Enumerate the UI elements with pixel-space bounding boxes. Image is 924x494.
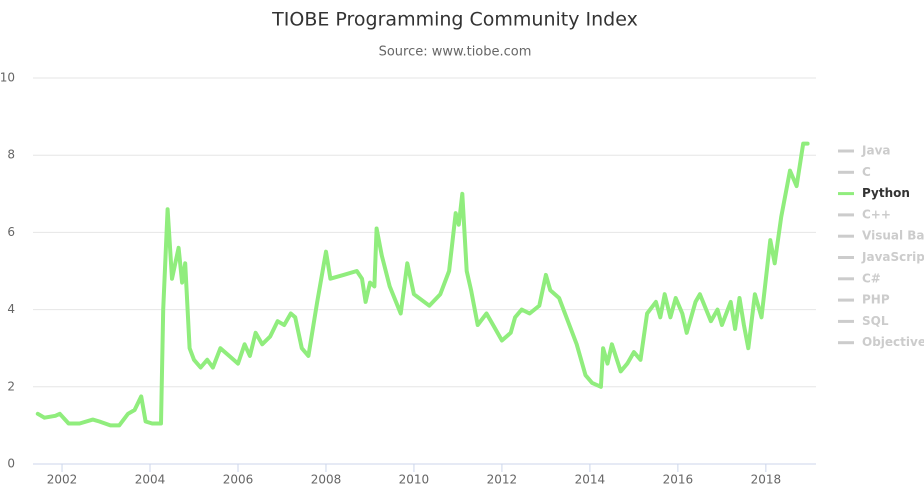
legend-label[interactable]: PHP — [862, 293, 890, 307]
y-tick-label: 6 — [7, 225, 15, 239]
legend-label[interactable]: C# — [862, 271, 881, 285]
legend-label[interactable]: C++ — [862, 207, 891, 221]
legend-label[interactable]: SQL — [862, 314, 889, 328]
x-tick-label: 2014 — [575, 473, 606, 487]
y-tick-label: 8 — [7, 148, 15, 162]
legend-label[interactable]: Python — [862, 186, 910, 200]
y-tick-label: 4 — [7, 302, 15, 316]
x-tick-label: 2018 — [751, 473, 782, 487]
x-tick-label: 2004 — [135, 473, 166, 487]
chart-title: TIOBE Programming Community Index — [271, 9, 638, 31]
x-tick-label: 2002 — [47, 473, 78, 487]
x-tick-label: 2006 — [223, 473, 254, 487]
y-tick-label: 2 — [7, 379, 15, 393]
legend-label[interactable]: C — [862, 165, 871, 179]
y-tick-label: 10 — [0, 71, 15, 85]
y-tick-label: 0 — [7, 457, 15, 471]
x-tick-label: 2010 — [399, 473, 430, 487]
legend-label[interactable]: Java — [861, 144, 890, 158]
x-tick-label: 2012 — [487, 473, 518, 487]
series-line — [35, 141, 810, 428]
chart-subtitle: Source: www.tiobe.com — [379, 45, 532, 60]
legend-label[interactable]: JavaScript — [861, 250, 924, 264]
legend-label[interactable]: Visual Ba — [862, 229, 924, 243]
x-tick-label: 2008 — [311, 473, 342, 487]
legend-label[interactable]: Objective — [862, 335, 924, 349]
x-tick-label: 2016 — [663, 473, 694, 487]
